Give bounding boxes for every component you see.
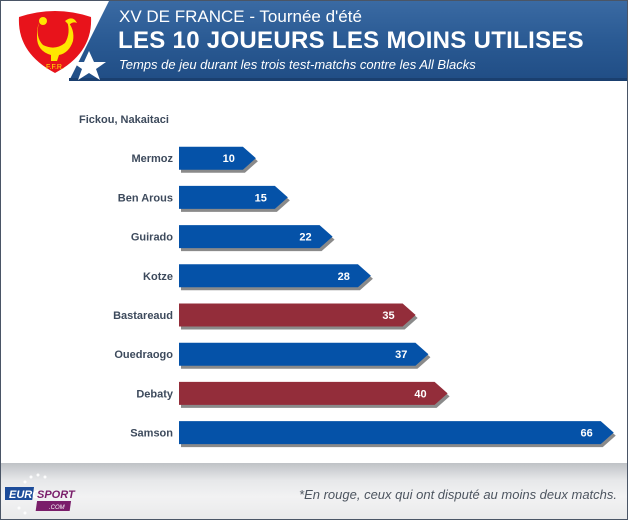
footer: EURO SPORT .COM *En rouge, ceux qui ont … — [1, 463, 627, 519]
value-label: 40 — [414, 388, 426, 400]
category-label: Bastareaud — [113, 310, 173, 322]
header: F.F.R. XV DE FRANCE - Tournée d'été LES … — [1, 1, 627, 81]
category-label: Ouedraogo — [114, 349, 173, 361]
header-supertitle: XV DE FRANCE - Tournée d'été — [119, 7, 362, 26]
rooster-icon — [37, 17, 77, 61]
value-label: 28 — [338, 271, 350, 283]
bar — [179, 342, 429, 366]
bar — [179, 303, 416, 327]
footnote: *En rouge, ceux qui ont disputé au moins… — [299, 487, 617, 502]
logo-text: F.F.R. — [46, 64, 64, 71]
category-label: Kotze — [143, 271, 173, 283]
bar — [179, 381, 448, 405]
bar — [179, 146, 256, 170]
value-label: 35 — [382, 310, 394, 322]
value-label: 66 — [580, 428, 592, 440]
star-icon — [72, 51, 106, 80]
page-title: LES 10 JOUEURS LES MOINS UTILISES — [118, 27, 584, 54]
category-label: Fickou, Nakaitaci — [79, 114, 169, 126]
value-label: 10 — [223, 153, 235, 165]
bar — [179, 185, 288, 209]
value-label: 37 — [395, 349, 407, 361]
value-label: 15 — [255, 192, 267, 204]
bar — [179, 421, 614, 445]
brand-com: .COM — [49, 505, 65, 511]
category-label: Ben Arous — [118, 192, 173, 204]
category-label: Samson — [130, 428, 173, 440]
category-label: Guirado — [131, 232, 173, 244]
bar — [179, 225, 333, 249]
header-banner — [69, 1, 627, 81]
brand-sport: SPORT — [37, 489, 76, 501]
category-label: Mermoz — [131, 153, 173, 165]
page-subtitle: Temps de jeu durant les trois test-match… — [119, 57, 476, 72]
value-label: 22 — [299, 232, 311, 244]
brand-euro: EURO — [9, 489, 41, 501]
eurosport-logo: EURO SPORT .COM — [5, 473, 76, 515]
ffr-logo: F.F.R. — [18, 11, 92, 73]
bar — [179, 264, 371, 288]
category-label: Debaty — [136, 388, 174, 400]
bar-chart: Fickou, Nakaitaci Mermoz 10 Ben Arous 15 Guir… — [79, 114, 616, 448]
